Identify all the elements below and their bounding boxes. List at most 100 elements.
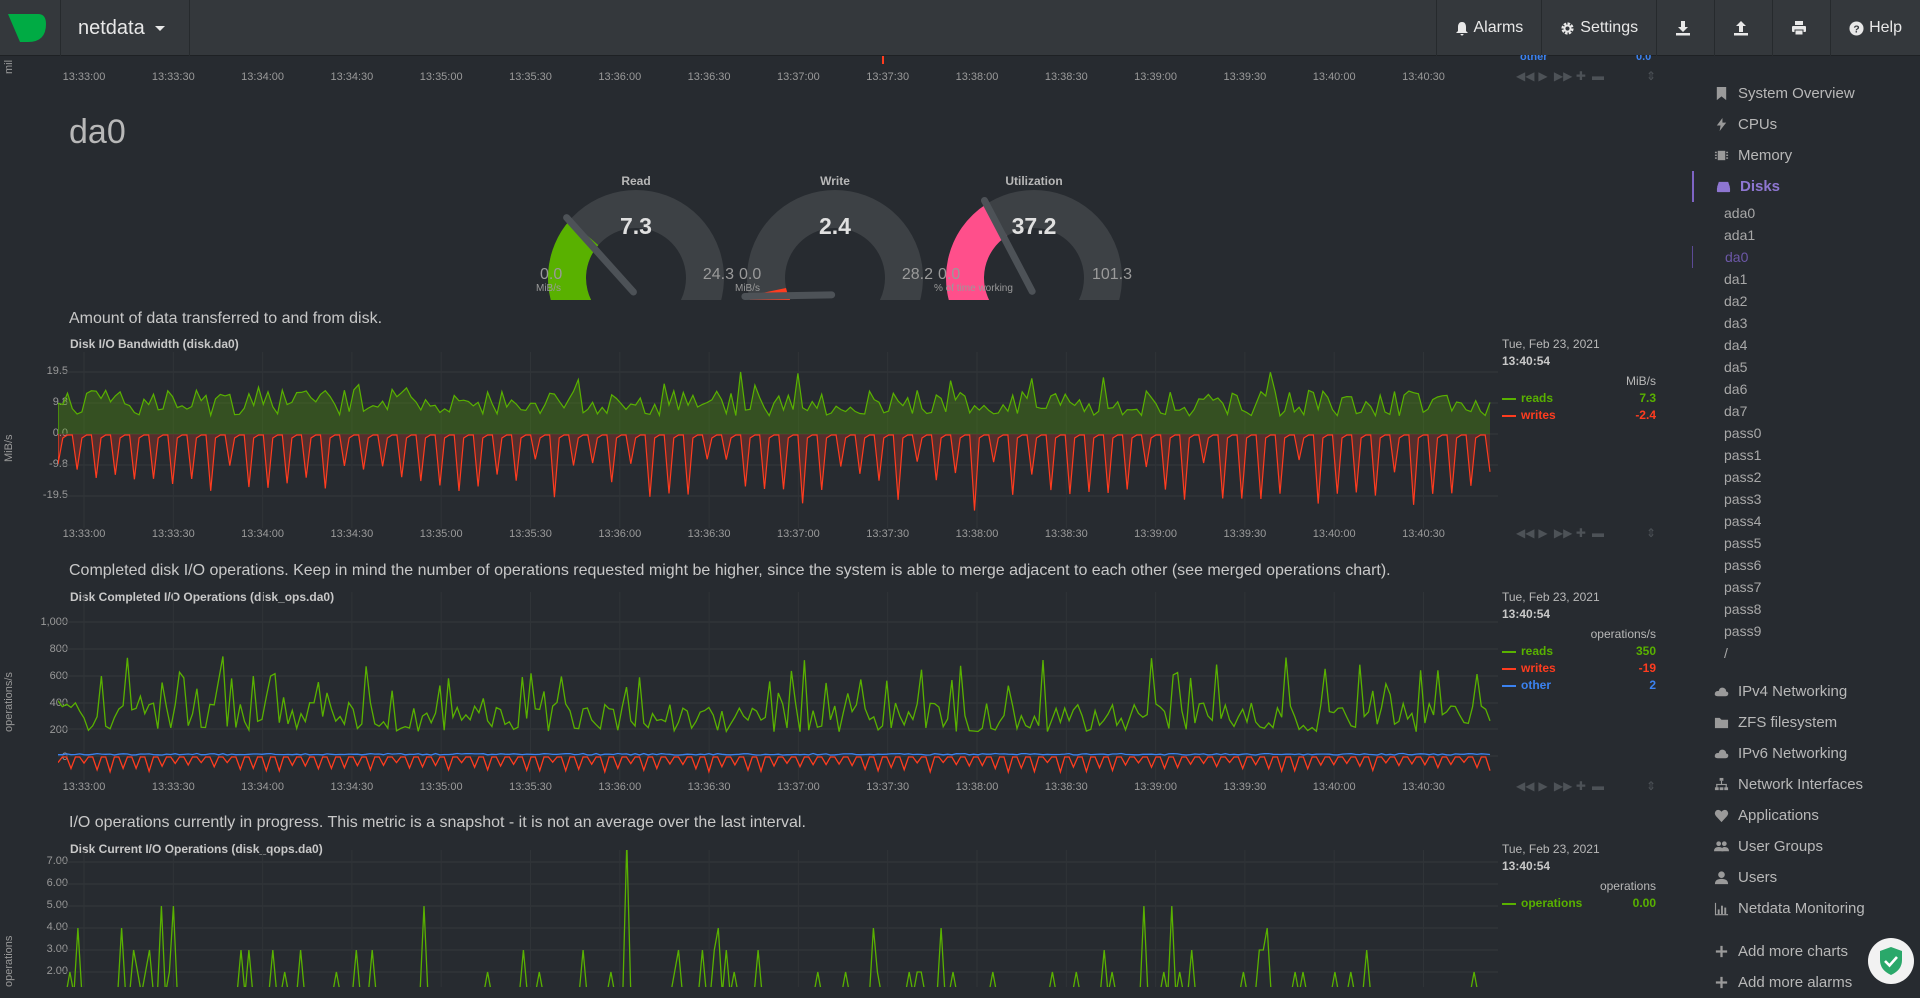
legend-item-writes[interactable]: writes-2.4 [1502, 408, 1656, 422]
sidebar-item-system-overview[interactable]: System Overview [1692, 78, 1920, 109]
time-tick: 13:35:30 [509, 71, 552, 83]
legend-swatch [1502, 668, 1516, 670]
prev-chart-axis-label: mil [3, 60, 15, 74]
zoom-in-icon[interactable]: ✚ [1576, 69, 1586, 83]
plus-icon [1714, 944, 1729, 959]
sidebar-item-netdata-monitoring[interactable]: Netdata Monitoring [1692, 893, 1920, 924]
time-tick: 13:38:30 [1045, 528, 1088, 540]
sidebar-subitem-da6[interactable]: da6 [1692, 378, 1920, 400]
resize-icon[interactable]: ⇕ [1646, 779, 1656, 793]
shield-badge[interactable] [1868, 938, 1914, 984]
sidebar-item-users[interactable]: Users [1692, 862, 1920, 893]
sidebar-subitem-da4[interactable]: da4 [1692, 334, 1920, 356]
time-tick: 13:38:00 [956, 71, 999, 83]
legend-series-name: other [1521, 678, 1551, 692]
pan-left-icon[interactable]: ◀◀ [1516, 69, 1532, 83]
shield-check-icon [1878, 946, 1904, 976]
legend-series-value: 2 [1649, 678, 1656, 692]
qops-chart[interactable] [58, 850, 1498, 987]
sidebar-item-label: Users [1738, 869, 1777, 886]
sidebar-subitem-da7[interactable]: da7 [1692, 400, 1920, 422]
pan-right-icon[interactable]: ▶▶ [1554, 69, 1570, 83]
sidebar-subitem-pass5[interactable]: pass5 [1692, 532, 1920, 554]
sidebar-subitem-da5[interactable]: da5 [1692, 356, 1920, 378]
svg-text:?: ? [1853, 24, 1859, 35]
time-tick: 13:38:00 [956, 781, 999, 793]
zoom-in-icon[interactable]: ✚ [1576, 779, 1586, 793]
play-icon[interactable]: ▶ [1538, 779, 1548, 793]
time-tick: 13:34:30 [330, 71, 373, 83]
print-button[interactable] [1772, 0, 1830, 56]
sidebar-item-user-groups[interactable]: User Groups [1692, 831, 1920, 862]
download-button[interactable] [1656, 0, 1714, 56]
settings-button[interactable]: Settings [1541, 0, 1656, 56]
sidebar-item-ipv6-networking[interactable]: IPv6 Networking [1692, 738, 1920, 769]
gauge-title: Read [536, 174, 736, 188]
writes-series-line [58, 434, 1490, 511]
sidebar-subitem-pass6[interactable]: pass6 [1692, 554, 1920, 576]
sidebar-subitem-pass9[interactable]: pass9 [1692, 620, 1920, 642]
pan-left-icon[interactable]: ◀◀ [1516, 779, 1532, 793]
sidebar-subitem-root[interactable]: / [1692, 642, 1920, 664]
sidebar-subitem-pass3[interactable]: pass3 [1692, 488, 1920, 510]
zoom-in-icon[interactable]: ✚ [1576, 526, 1586, 540]
bandwidth-y-label: MiB/s [3, 435, 15, 463]
ops-controls: ◀◀ ▶ ▶▶ ✚ ▬ ⇕ [1516, 779, 1656, 793]
play-icon[interactable]: ▶ [1538, 69, 1548, 83]
gauge-min: 0.0 [739, 266, 761, 284]
pan-right-icon[interactable]: ▶▶ [1554, 779, 1570, 793]
sidebar-item-zfs-filesystem[interactable]: ZFS filesystem [1692, 707, 1920, 738]
gauge-min: 0.0 [540, 266, 562, 284]
sidebar-subitem-pass7[interactable]: pass7 [1692, 576, 1920, 598]
sidebar-subitem-ada1[interactable]: ada1 [1692, 224, 1920, 246]
upload-button[interactable] [1714, 0, 1772, 56]
resize-icon[interactable]: ⇕ [1646, 69, 1656, 83]
time-tick: 13:36:00 [598, 781, 641, 793]
help-button[interactable]: ? Help [1830, 0, 1920, 56]
sidebar-item-cpus[interactable]: CPUs [1692, 109, 1920, 140]
alarms-button[interactable]: Alarms [1436, 0, 1542, 56]
bandwidth-chart[interactable] [58, 352, 1498, 528]
sidebar-item-ipv4-networking[interactable]: IPv4 Networking [1692, 676, 1920, 707]
sidebar-gap [1692, 664, 1920, 676]
legend-time: 13:40:54 [1502, 354, 1656, 368]
time-tick: 13:37:00 [777, 71, 820, 83]
zoom-out-icon[interactable]: ▬ [1592, 779, 1604, 793]
ops-chart[interactable] [58, 592, 1498, 780]
zoom-out-icon[interactable]: ▬ [1592, 526, 1604, 540]
legend-series-value: 7.3 [1639, 391, 1656, 405]
bookmark-icon [1714, 86, 1729, 101]
play-icon[interactable]: ▶ [1538, 526, 1548, 540]
app-menu-button[interactable]: netdata [60, 0, 190, 56]
time-tick: 13:36:30 [688, 528, 731, 540]
sidebar-subitem-pass4[interactable]: pass4 [1692, 510, 1920, 532]
sidebar-item-disks[interactable]: Disks [1692, 171, 1920, 202]
netdata-logo-icon[interactable] [4, 10, 48, 46]
heartbeat-icon [1714, 808, 1729, 823]
zoom-out-icon[interactable]: ▬ [1592, 69, 1604, 83]
resize-icon[interactable]: ⇕ [1646, 526, 1656, 540]
pan-left-icon[interactable]: ◀◀ [1516, 526, 1532, 540]
sidebar-subitem-pass0[interactable]: pass0 [1692, 422, 1920, 444]
sidebar-item-applications[interactable]: Applications [1692, 800, 1920, 831]
gauge-max: 28.2 [902, 266, 933, 284]
sidebar-item-memory[interactable]: Memory [1692, 140, 1920, 171]
sidebar-subitem-pass1[interactable]: pass1 [1692, 444, 1920, 466]
sidebar-subitem-da3[interactable]: da3 [1692, 312, 1920, 334]
sidebar-item-label: Memory [1738, 147, 1792, 164]
pan-right-icon[interactable]: ▶▶ [1554, 526, 1570, 540]
sidebar-item-network-interfaces[interactable]: Network Interfaces [1692, 769, 1920, 800]
sidebar-subitem-da1[interactable]: da1 [1692, 268, 1920, 290]
legend-item-other[interactable]: other 2 [1502, 678, 1656, 692]
legend-item-writes[interactable]: writes-19 [1502, 661, 1656, 675]
sidebar-subitem-da0[interactable]: da0 [1692, 246, 1920, 268]
time-tick: 13:35:30 [509, 781, 552, 793]
sidebar-subitem-da2[interactable]: da2 [1692, 290, 1920, 312]
sidebar-subitem-pass8[interactable]: pass8 [1692, 598, 1920, 620]
sidebar-subitem-ada0[interactable]: ada0 [1692, 202, 1920, 224]
sidebar-subitem-pass2[interactable]: pass2 [1692, 466, 1920, 488]
prev-chart-marker [882, 56, 884, 64]
